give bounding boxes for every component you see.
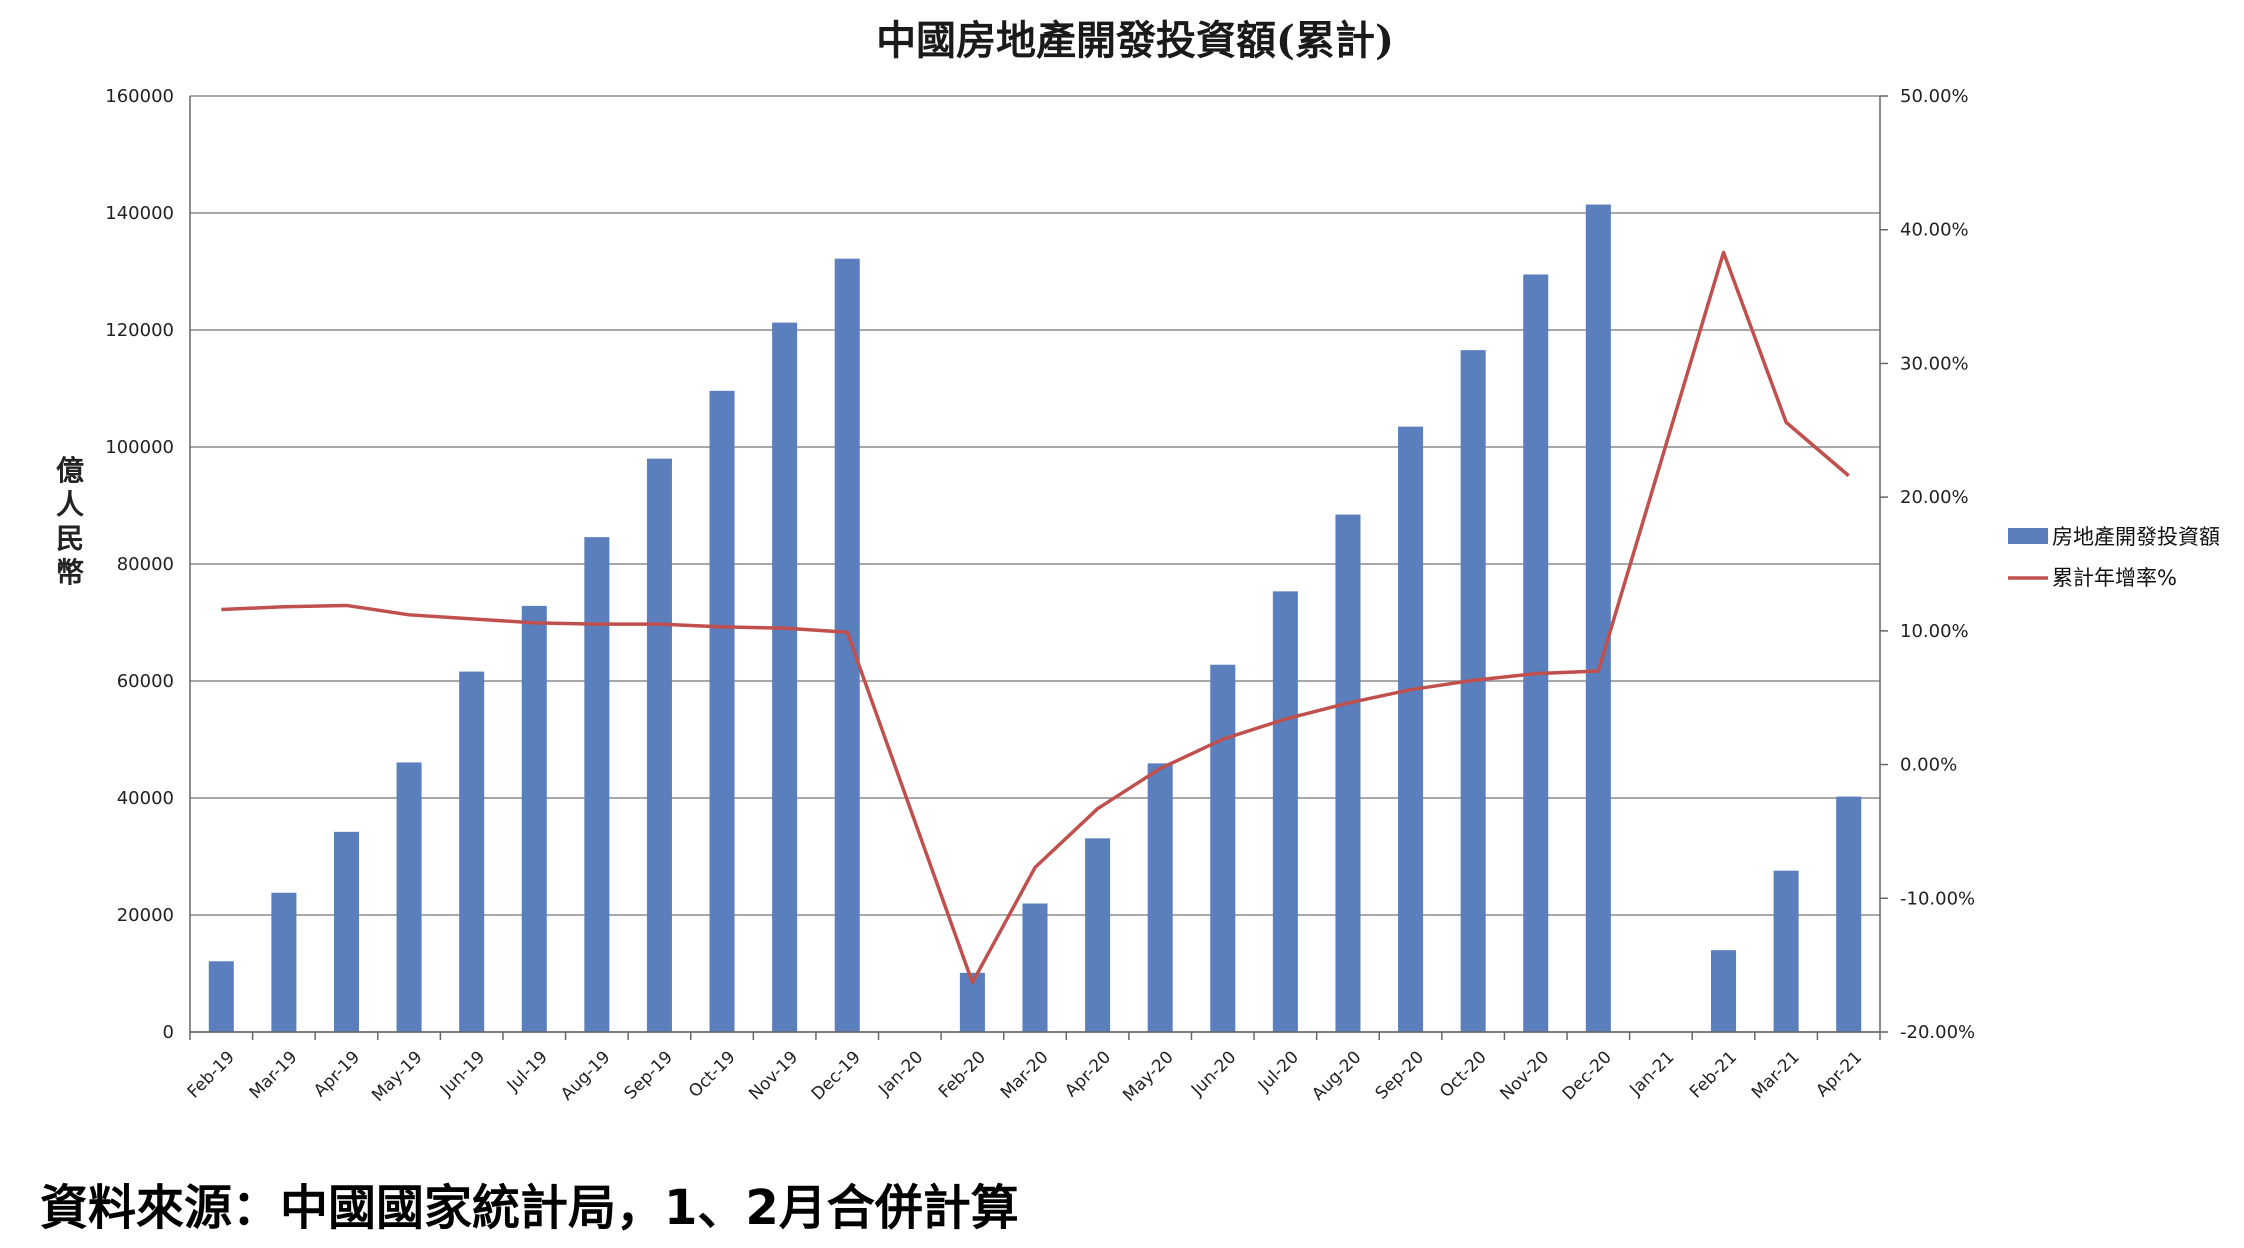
x-tick-label: Nov-20 (1496, 1047, 1553, 1104)
x-tick-label: Feb-21 (1686, 1047, 1741, 1102)
x-tick-label: Jul-19 (503, 1047, 552, 1096)
bar (271, 892, 297, 1032)
legend-line-label: 累計年增率% (2052, 566, 2177, 590)
bar (1773, 870, 1799, 1032)
x-tick-label: Dec-19 (808, 1047, 865, 1104)
x-tick-label: Mar-19 (246, 1047, 302, 1103)
y2-tick-label: 30.00% (1900, 353, 1969, 374)
x-tick-label: Oct-19 (685, 1047, 740, 1102)
x-tick-label: Jan-20 (874, 1047, 927, 1100)
y-tick-label: 0 (163, 1022, 174, 1043)
bar (1585, 204, 1611, 1032)
x-axis-ticks: Feb-19 Mar-19 Apr-19 May-19 Jun-19 Jul-19 Aug-… (184, 1032, 1881, 1106)
bar (709, 390, 735, 1032)
grid (190, 95, 1880, 1033)
legend-bar-label: 房地產開發投資額 (2052, 525, 2220, 549)
bar (521, 605, 547, 1032)
bar-series (208, 204, 1862, 1033)
y-tick-label: 160000 (105, 86, 174, 107)
x-tick-label: Jul-20 (1254, 1047, 1303, 1096)
y-tick-label: 60000 (117, 671, 174, 692)
y-tick-label: 120000 (105, 320, 174, 341)
chart: 中國房地產開發投資額(累計) 0 20000 40000 60000 80000 1000… (56, 17, 2220, 1106)
bar (333, 831, 359, 1032)
y-axis-title: 億人民幣 (56, 454, 84, 589)
y-tick-label: 80000 (117, 554, 174, 575)
x-tick-label: Aug-19 (557, 1047, 614, 1104)
bar (1523, 274, 1549, 1032)
x-tick-label: Oct-20 (1436, 1047, 1491, 1102)
bar (1711, 950, 1737, 1032)
y2-tick-label: -20.00% (1900, 1022, 1975, 1043)
y2-axis-ticks: -20.00% -10.00% 0.00% 10.00% 20.00% 30.00% 40.… (1880, 86, 1975, 1043)
y-tick-label: 100000 (105, 437, 174, 458)
chart-title: 中國房地產開發投資額(累計) (876, 17, 1394, 64)
bar (1272, 591, 1298, 1032)
x-tick-label: Dec-20 (1559, 1047, 1616, 1104)
y-axis-ticks: 0 20000 40000 60000 80000 100000 120000 140000 1… (105, 86, 174, 1043)
bar (1085, 838, 1111, 1032)
y2-tick-label: 50.00% (1900, 86, 1969, 107)
x-tick-label: Feb-19 (184, 1047, 239, 1102)
y-tick-label: 20000 (117, 905, 174, 926)
bar (646, 458, 672, 1032)
x-tick-label: Aug-20 (1308, 1047, 1365, 1104)
x-tick-label: Jun-20 (1187, 1047, 1240, 1100)
x-tick-label: Sep-19 (621, 1047, 677, 1103)
bar (396, 762, 422, 1032)
x-tick-label: Mar-21 (1748, 1047, 1804, 1103)
x-tick-label: May-19 (368, 1047, 426, 1105)
y-tick-label: 40000 (117, 788, 174, 809)
line-series (221, 250, 1850, 985)
bar (208, 961, 234, 1032)
x-tick-label: Nov-19 (745, 1047, 802, 1104)
bar (584, 537, 610, 1032)
x-tick-label: Mar-20 (997, 1047, 1053, 1103)
legend-bar-swatch (2008, 528, 2048, 544)
y-tick-label: 140000 (105, 203, 174, 224)
bar (1147, 763, 1173, 1032)
growth-line (221, 250, 1850, 985)
x-tick-label: Sep-20 (1372, 1047, 1428, 1103)
source-note: 資料來源：中國國家統計局，1、2月合併計算 (40, 1180, 1019, 1236)
bar (1836, 796, 1862, 1032)
x-tick-label: Jan-21 (1625, 1047, 1678, 1100)
y2-tick-label: 20.00% (1900, 487, 1969, 508)
bar (1022, 903, 1048, 1032)
x-tick-label: Apr-19 (310, 1047, 364, 1101)
bar (834, 258, 860, 1032)
y-axis-label: 億人民幣 (56, 454, 84, 589)
x-tick-label: Feb-20 (935, 1047, 990, 1102)
bar (1460, 350, 1486, 1032)
x-tick-label: Apr-21 (1812, 1047, 1866, 1101)
bar (1398, 426, 1424, 1032)
x-tick-label: Jun-19 (436, 1047, 489, 1100)
bar (459, 671, 485, 1032)
bar (772, 322, 798, 1033)
y2-tick-label: -10.00% (1900, 888, 1975, 909)
y2-tick-label: 10.00% (1900, 621, 1969, 642)
bar (1210, 664, 1236, 1032)
x-tick-label: May-20 (1119, 1047, 1177, 1105)
axes (189, 96, 1881, 1033)
bar (1335, 514, 1361, 1032)
y2-tick-label: 0.00% (1900, 755, 1957, 776)
x-tick-label: Apr-20 (1061, 1047, 1115, 1101)
y2-tick-label: 40.00% (1900, 220, 1969, 241)
